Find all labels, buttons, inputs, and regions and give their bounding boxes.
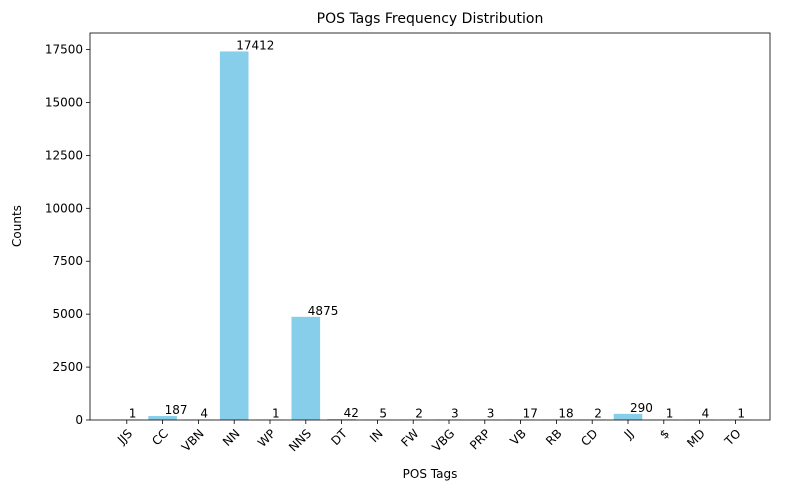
y-tick-label-10000: 10000	[45, 201, 83, 215]
data-label-JJS: 1	[129, 407, 137, 421]
data-label-NNS: 4875	[308, 304, 339, 318]
y-tick-label-0: 0	[75, 413, 83, 427]
plot-frame	[89, 32, 771, 421]
data-label-VBN: 4	[200, 407, 208, 421]
data-label-VB: 17	[523, 407, 538, 421]
y-tick-label-5000: 5000	[52, 307, 83, 321]
x-tick-label-NN: NN	[220, 426, 243, 449]
x-tick-label-FW: FW	[398, 426, 421, 449]
data-label-PRP: 3	[487, 407, 495, 421]
y-tick-label-12500: 12500	[45, 148, 83, 162]
data-label-IN: 5	[379, 407, 387, 421]
x-tick-label-PRP: PRP	[467, 426, 493, 452]
data-label-CC: 187	[165, 403, 188, 417]
x-tick-label-IN: IN	[367, 426, 386, 445]
plot-area: 1JJS187CC4VBN17412NN1WP4875NNS42DT5IN2FW…	[45, 32, 771, 454]
y-tick-label-15000: 15000	[45, 95, 83, 109]
x-tick-label-JJS: JJS	[114, 426, 135, 447]
data-label-FW: 2	[415, 407, 423, 421]
y-tick-label-7500: 7500	[52, 254, 83, 268]
bar-NN	[219, 51, 249, 421]
data-label-WP: 1	[272, 407, 280, 421]
x-tick-label-JJ: JJ	[621, 426, 637, 442]
x-tick-label-RB: RB	[543, 426, 565, 448]
y-tick-label-17500: 17500	[45, 43, 83, 57]
bar-CC	[148, 416, 177, 420]
x-tick-label-WP: WP	[255, 426, 278, 449]
x-tick-label-VBN: VBN	[179, 426, 207, 454]
data-label-CD: 2	[594, 407, 602, 421]
bar-NNS	[291, 316, 321, 420]
x-tick-label-CC: CC	[149, 426, 171, 448]
data-label-NN: 17412	[236, 38, 274, 52]
chart-title: POS Tags Frequency Distribution	[317, 11, 544, 27]
bar-JJ	[613, 413, 643, 420]
data-label-DT: 42	[344, 406, 359, 420]
bar-DT	[327, 419, 356, 420]
x-tick-label-NNS: NNS	[286, 426, 314, 454]
x-tick-label-VB: VB	[507, 426, 529, 448]
data-label-JJ: 290	[630, 401, 653, 415]
data-label-VBG: 3	[451, 407, 459, 421]
data-label-TO: 1	[737, 407, 745, 421]
x-tick-label-VBG: VBG	[429, 426, 457, 454]
y-axis-label: Counts	[10, 205, 24, 247]
data-label-RB: 18	[558, 407, 573, 421]
x-tick-label-MD: MD	[684, 426, 708, 450]
data-label-$: 1	[666, 407, 674, 421]
x-tick-label-$: $	[657, 426, 672, 441]
data-label-MD: 4	[702, 407, 710, 421]
x-tick-label-TO: TO	[721, 426, 743, 448]
x-tick-label-DT: DT	[328, 426, 350, 448]
y-tick-label-2500: 2500	[52, 360, 83, 374]
x-tick-label-CD: CD	[578, 426, 600, 448]
x-axis-label: POS Tags	[403, 467, 458, 481]
